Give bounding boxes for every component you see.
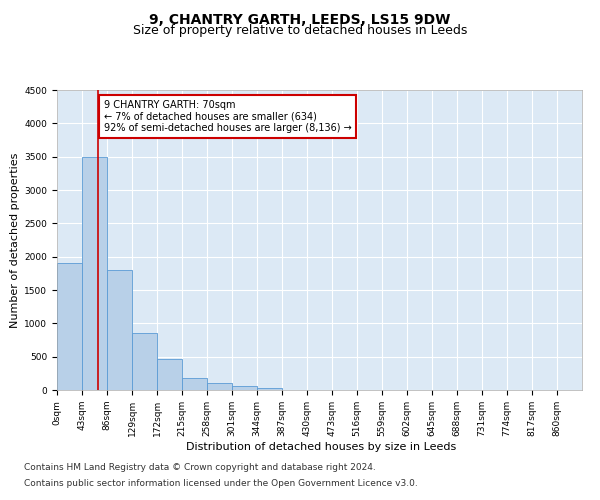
- Bar: [257, 388, 282, 390]
- Text: 9, CHANTRY GARTH, LEEDS, LS15 9DW: 9, CHANTRY GARTH, LEEDS, LS15 9DW: [149, 12, 451, 26]
- Y-axis label: Number of detached properties: Number of detached properties: [10, 152, 20, 328]
- Bar: [132, 334, 157, 390]
- Bar: [232, 386, 257, 390]
- Text: Contains public sector information licensed under the Open Government Licence v3: Contains public sector information licen…: [24, 478, 418, 488]
- Text: 9 CHANTRY GARTH: 70sqm
← 7% of detached houses are smaller (634)
92% of semi-det: 9 CHANTRY GARTH: 70sqm ← 7% of detached …: [104, 100, 351, 133]
- Text: Contains HM Land Registry data © Crown copyright and database right 2024.: Contains HM Land Registry data © Crown c…: [24, 464, 376, 472]
- Bar: [157, 360, 182, 390]
- Text: Size of property relative to detached houses in Leeds: Size of property relative to detached ho…: [133, 24, 467, 37]
- Bar: [57, 264, 82, 390]
- Bar: [107, 270, 132, 390]
- Bar: [207, 384, 232, 390]
- Bar: [82, 156, 107, 390]
- Bar: [182, 378, 207, 390]
- Text: Distribution of detached houses by size in Leeds: Distribution of detached houses by size …: [186, 442, 456, 452]
